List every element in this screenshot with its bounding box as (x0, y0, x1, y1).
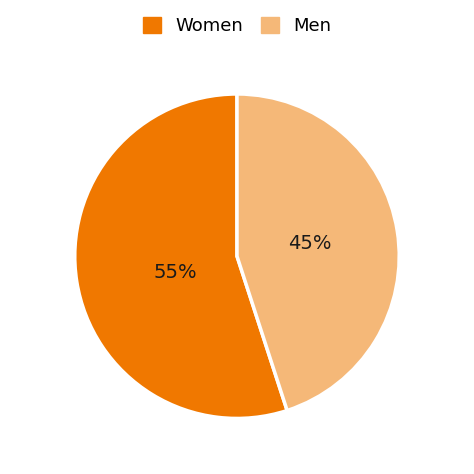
Text: 55%: 55% (154, 263, 197, 282)
Text: 45%: 45% (288, 234, 332, 253)
Wedge shape (237, 94, 399, 410)
Wedge shape (75, 94, 287, 419)
Legend: Women, Men: Women, Men (136, 10, 338, 43)
